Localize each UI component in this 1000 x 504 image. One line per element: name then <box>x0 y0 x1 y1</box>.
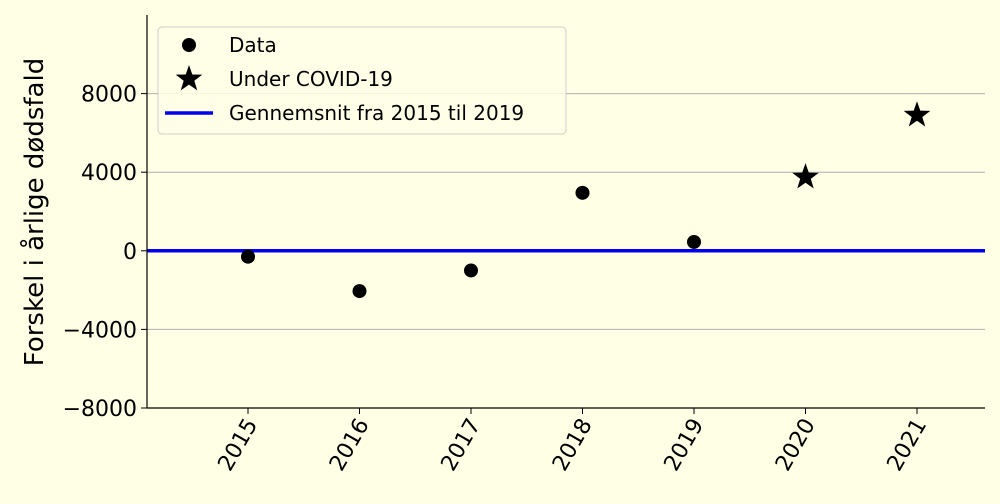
legend-label: Gennemsnit fra 2015 til 2019 <box>229 101 524 125</box>
legend-box <box>157 26 567 135</box>
legend-star-marker <box>175 65 203 91</box>
covid-point <box>792 163 819 189</box>
data-point <box>241 249 255 264</box>
data-point <box>464 263 478 278</box>
y-tick-label: −8000 <box>63 397 137 422</box>
x-tick-label: 2021 <box>883 415 933 476</box>
x-tick-label: 2017 <box>437 415 487 476</box>
legend: Data Under COVID-19 Gennemsnit fra 2015 ti… <box>157 26 567 135</box>
y-tick-label: 4000 <box>81 161 137 186</box>
data-point <box>352 284 367 299</box>
marks-layer <box>241 101 931 299</box>
legend-circle-marker <box>182 38 196 52</box>
x-tick-label: 2019 <box>660 415 710 476</box>
covid-point <box>903 101 931 127</box>
data-point <box>575 185 590 200</box>
x-tick-label: 2018 <box>548 415 598 476</box>
x-tick-label: 2020 <box>771 415 821 476</box>
data-point <box>687 234 701 249</box>
y-axis-label: Forskel i årlige dødsfald <box>19 58 50 366</box>
y-tick-label: 0 <box>123 240 137 265</box>
legend-label: Under COVID-19 <box>229 67 393 91</box>
y-tick-label: 8000 <box>81 83 137 108</box>
x-tick-label: 2016 <box>325 415 375 476</box>
x-tick-label: 2015 <box>214 415 264 476</box>
legend-label: Data <box>229 33 277 57</box>
y-tick-label: −4000 <box>63 318 137 343</box>
